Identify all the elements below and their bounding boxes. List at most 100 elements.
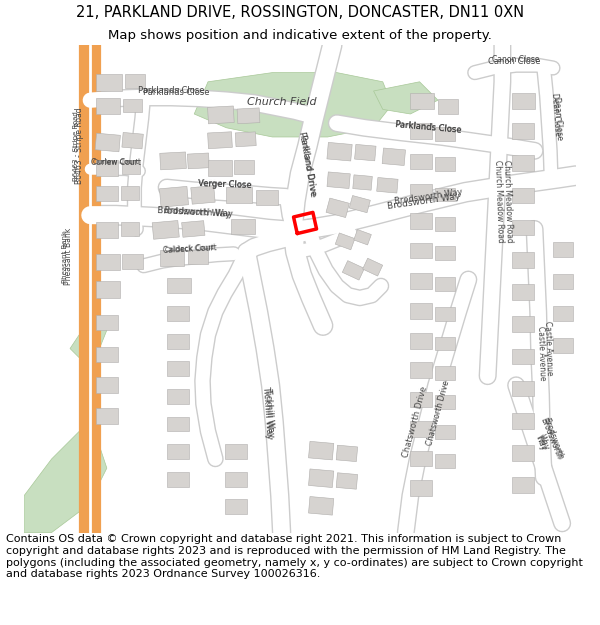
Polygon shape bbox=[512, 284, 533, 300]
Polygon shape bbox=[435, 217, 455, 231]
Polygon shape bbox=[327, 142, 352, 161]
Polygon shape bbox=[435, 158, 455, 171]
Polygon shape bbox=[512, 413, 533, 429]
Text: Tickhill Way: Tickhill Way bbox=[262, 386, 274, 440]
Polygon shape bbox=[512, 188, 533, 203]
Polygon shape bbox=[410, 242, 433, 258]
Polygon shape bbox=[160, 186, 188, 207]
Polygon shape bbox=[308, 469, 334, 488]
Polygon shape bbox=[336, 445, 358, 462]
Polygon shape bbox=[410, 362, 433, 378]
Text: B6463 - Stripe Road: B6463 - Stripe Road bbox=[75, 108, 84, 184]
Polygon shape bbox=[96, 281, 120, 298]
Polygon shape bbox=[374, 82, 438, 114]
Polygon shape bbox=[353, 175, 373, 190]
Polygon shape bbox=[191, 186, 215, 204]
Polygon shape bbox=[70, 321, 107, 357]
Polygon shape bbox=[96, 377, 118, 392]
Text: Church Field: Church Field bbox=[247, 97, 316, 107]
Polygon shape bbox=[438, 99, 458, 114]
Polygon shape bbox=[234, 160, 254, 174]
Polygon shape bbox=[188, 250, 208, 264]
Polygon shape bbox=[382, 148, 406, 166]
Text: Brodsworth Way: Brodsworth Way bbox=[157, 206, 231, 219]
Polygon shape bbox=[208, 106, 234, 124]
Polygon shape bbox=[167, 334, 189, 349]
Polygon shape bbox=[553, 306, 573, 321]
Polygon shape bbox=[410, 451, 433, 466]
Text: Verger Close: Verger Close bbox=[197, 179, 251, 190]
Text: 21, PARKLAND DRIVE, ROSSINGTON, DONCASTER, DN11 0XN: 21, PARKLAND DRIVE, ROSSINGTON, DONCASTE… bbox=[76, 5, 524, 20]
Polygon shape bbox=[435, 337, 455, 351]
Polygon shape bbox=[167, 472, 189, 486]
Polygon shape bbox=[336, 472, 358, 489]
Polygon shape bbox=[122, 132, 143, 149]
Polygon shape bbox=[410, 480, 433, 496]
Polygon shape bbox=[326, 198, 349, 217]
Text: Caldeck Court: Caldeck Court bbox=[163, 243, 217, 255]
Polygon shape bbox=[435, 396, 455, 409]
Polygon shape bbox=[308, 441, 334, 460]
Polygon shape bbox=[410, 304, 433, 319]
Polygon shape bbox=[512, 381, 533, 396]
Polygon shape bbox=[182, 221, 205, 238]
Polygon shape bbox=[235, 132, 256, 147]
Polygon shape bbox=[512, 156, 533, 171]
Text: Castle Avenue: Castle Avenue bbox=[543, 321, 554, 376]
Polygon shape bbox=[308, 496, 334, 515]
Polygon shape bbox=[96, 254, 120, 271]
Polygon shape bbox=[435, 188, 455, 201]
Polygon shape bbox=[512, 252, 533, 268]
Polygon shape bbox=[95, 133, 121, 152]
Polygon shape bbox=[410, 273, 433, 289]
Text: Map shows position and indicative extent of the property.: Map shows position and indicative extent… bbox=[108, 29, 492, 42]
Text: Chatsworth Drive: Chatsworth Drive bbox=[401, 386, 429, 459]
Polygon shape bbox=[208, 132, 232, 149]
Polygon shape bbox=[24, 431, 107, 532]
Polygon shape bbox=[96, 222, 118, 238]
Text: Curlew Court: Curlew Court bbox=[93, 159, 139, 165]
Polygon shape bbox=[553, 274, 573, 289]
Polygon shape bbox=[410, 213, 433, 229]
Polygon shape bbox=[224, 472, 247, 486]
Text: Pheasant Bank: Pheasant Bank bbox=[64, 228, 73, 285]
Text: Verger Close: Verger Close bbox=[197, 179, 251, 190]
Polygon shape bbox=[349, 196, 370, 212]
Text: Contains OS data © Crown copyright and database right 2021. This information is : Contains OS data © Crown copyright and d… bbox=[6, 534, 583, 579]
Polygon shape bbox=[512, 478, 533, 493]
Polygon shape bbox=[152, 221, 179, 239]
Polygon shape bbox=[553, 242, 573, 256]
Polygon shape bbox=[435, 366, 455, 380]
Polygon shape bbox=[410, 93, 434, 109]
Polygon shape bbox=[512, 349, 533, 364]
Text: Canon Close: Canon Close bbox=[488, 57, 541, 66]
Polygon shape bbox=[335, 233, 355, 250]
Polygon shape bbox=[435, 307, 455, 321]
Polygon shape bbox=[512, 123, 533, 139]
Polygon shape bbox=[96, 408, 118, 424]
Text: Brodsworth
Way: Brodsworth Way bbox=[529, 416, 563, 464]
Polygon shape bbox=[256, 191, 278, 205]
Polygon shape bbox=[231, 219, 255, 234]
Text: Chatsworth Drive: Chatsworth Drive bbox=[425, 379, 451, 446]
Polygon shape bbox=[377, 177, 398, 193]
Text: Church Meadow Road: Church Meadow Road bbox=[493, 160, 505, 243]
Polygon shape bbox=[327, 172, 350, 189]
Text: Parklands Close: Parklands Close bbox=[395, 121, 462, 135]
Polygon shape bbox=[410, 184, 433, 199]
Text: Tickhill Way: Tickhill Way bbox=[263, 388, 276, 438]
Polygon shape bbox=[512, 445, 533, 461]
Polygon shape bbox=[167, 306, 189, 321]
Polygon shape bbox=[553, 338, 573, 353]
Polygon shape bbox=[96, 98, 120, 114]
Polygon shape bbox=[355, 144, 376, 161]
Polygon shape bbox=[410, 421, 433, 437]
Text: Brodsworth Way: Brodsworth Way bbox=[387, 192, 461, 211]
Text: Parklands Close: Parklands Close bbox=[138, 86, 205, 96]
Polygon shape bbox=[187, 153, 209, 169]
Text: Dean Close: Dean Close bbox=[551, 97, 563, 141]
Text: Brodsworth Way: Brodsworth Way bbox=[164, 206, 233, 219]
Polygon shape bbox=[410, 154, 433, 169]
Text: Castle Avenue: Castle Avenue bbox=[536, 326, 547, 381]
Polygon shape bbox=[125, 74, 145, 88]
